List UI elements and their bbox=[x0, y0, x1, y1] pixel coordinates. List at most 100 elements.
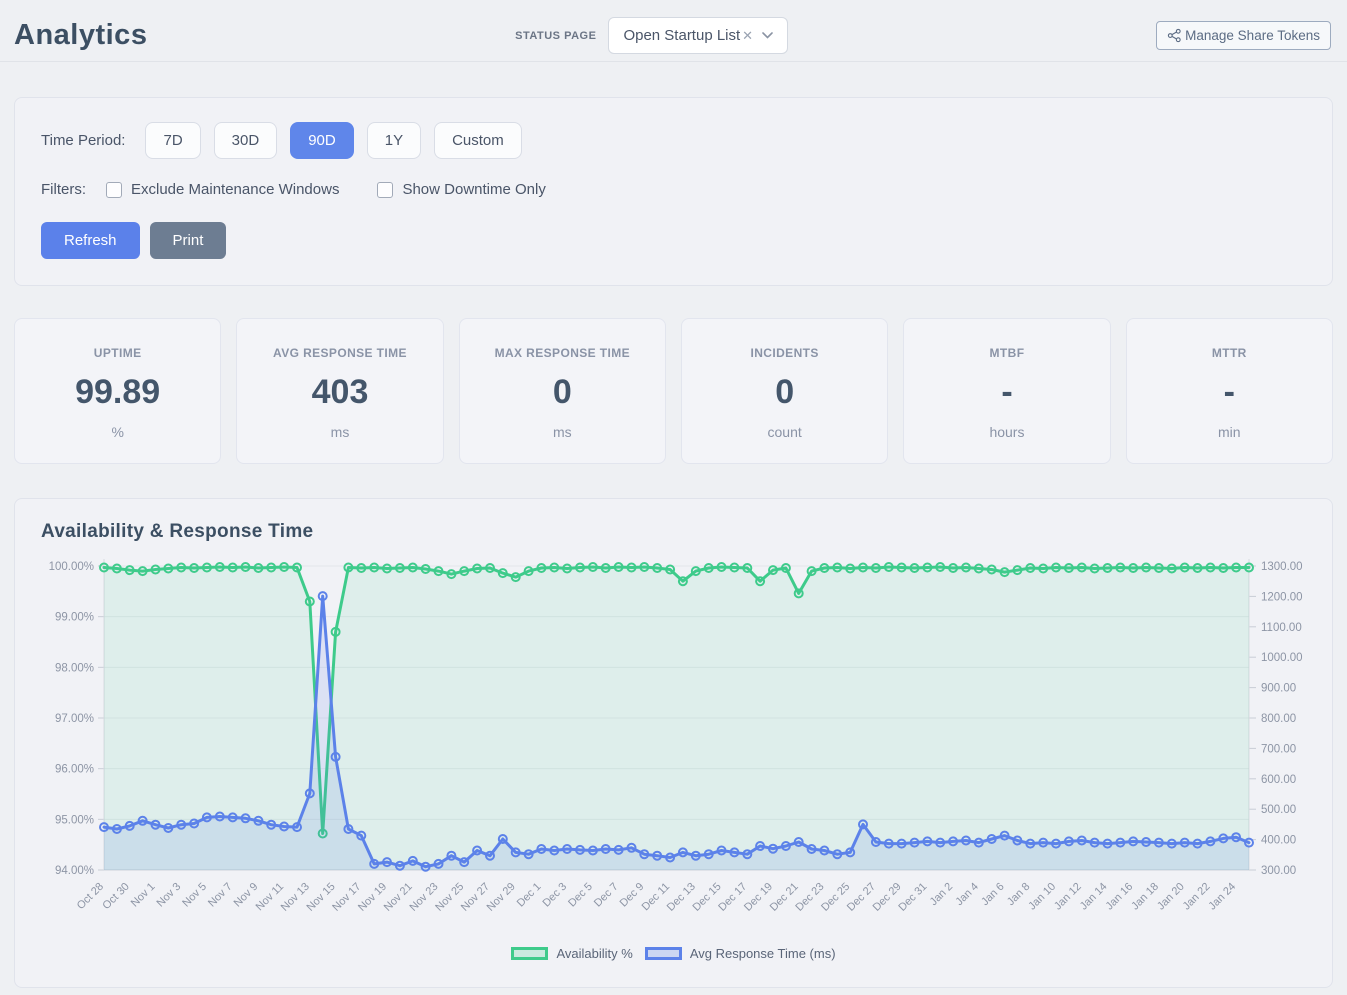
stat-value: - bbox=[1001, 373, 1013, 411]
svg-text:Jan 10: Jan 10 bbox=[1026, 881, 1058, 913]
svg-text:Jan 22: Jan 22 bbox=[1181, 881, 1213, 913]
stat-label: MTTR bbox=[1211, 346, 1247, 360]
availability-area bbox=[104, 567, 1249, 870]
svg-text:Jan 20: Jan 20 bbox=[1155, 881, 1187, 913]
stat-card-mttr: MTTR - min bbox=[1125, 318, 1333, 464]
response-time-line bbox=[102, 594, 1251, 869]
stat-label: INCIDENTS bbox=[750, 346, 819, 360]
period-button-1y[interactable]: 1Y bbox=[366, 122, 422, 159]
period-button-30d[interactable]: 30D bbox=[213, 122, 278, 159]
print-button[interactable]: Print bbox=[149, 222, 227, 259]
filter-panel: Time Period: 7D 30D 90D 1Y Custom Filter… bbox=[14, 97, 1333, 286]
stat-value: 0 bbox=[775, 373, 795, 411]
svg-text:300.00: 300.00 bbox=[1261, 865, 1296, 877]
svg-text:1200.00: 1200.00 bbox=[1261, 591, 1303, 603]
exclude-maintenance-checkbox[interactable]: Exclude Maintenance Windows bbox=[106, 181, 339, 198]
svg-text:Dec 5: Dec 5 bbox=[566, 881, 595, 910]
svg-text:100.00%: 100.00% bbox=[49, 561, 94, 573]
availability-line bbox=[102, 565, 1251, 835]
svg-text:97.00%: 97.00% bbox=[55, 713, 94, 725]
stat-value: 0 bbox=[552, 373, 572, 411]
show-downtime-checkbox[interactable]: Show Downtime Only bbox=[377, 181, 546, 198]
svg-text:Jan 12: Jan 12 bbox=[1052, 881, 1084, 913]
svg-text:95.00%: 95.00% bbox=[55, 814, 94, 826]
svg-text:Nov 7: Nov 7 bbox=[206, 881, 235, 910]
response-time-legend-swatch bbox=[644, 947, 682, 960]
stat-card-incidents: INCIDENTS 0 count bbox=[680, 318, 889, 464]
svg-text:Oct 30: Oct 30 bbox=[100, 881, 131, 912]
svg-text:Jan 6: Jan 6 bbox=[979, 881, 1007, 909]
svg-text:96.00%: 96.00% bbox=[55, 764, 94, 776]
stat-value: - bbox=[1223, 373, 1235, 411]
stat-label: AVG RESPONSE TIME bbox=[273, 346, 407, 360]
exclude-maintenance-label: Exclude Maintenance Windows bbox=[131, 181, 340, 198]
checkbox-icon[interactable] bbox=[106, 181, 122, 198]
svg-text:500.00: 500.00 bbox=[1261, 804, 1296, 816]
stat-card-avg-response: AVG RESPONSE TIME 403 ms bbox=[236, 318, 444, 464]
chart-title: Availability & Response Time bbox=[41, 521, 314, 542]
manage-share-tokens-button[interactable]: Manage Share Tokens bbox=[1156, 21, 1331, 50]
svg-text:99.00%: 99.00% bbox=[55, 612, 94, 624]
svg-text:98.00%: 98.00% bbox=[55, 662, 94, 674]
share-icon bbox=[1167, 28, 1182, 43]
stat-value: 403 bbox=[311, 373, 369, 411]
show-downtime-label: Show Downtime Only bbox=[402, 181, 546, 198]
filters-label: Filters: bbox=[41, 181, 86, 198]
checkbox-icon[interactable] bbox=[377, 181, 394, 198]
legend-item-availability: Availability % bbox=[511, 946, 633, 961]
svg-text:900.00: 900.00 bbox=[1261, 683, 1296, 695]
svg-text:94.00%: 94.00% bbox=[55, 865, 94, 877]
manage-share-tokens-label: Manage Share Tokens bbox=[1185, 28, 1320, 43]
svg-text:1000.00: 1000.00 bbox=[1261, 652, 1303, 664]
svg-text:Nov 3: Nov 3 bbox=[154, 881, 183, 910]
period-button-custom[interactable]: Custom bbox=[434, 122, 522, 159]
svg-text:600.00: 600.00 bbox=[1261, 774, 1296, 786]
svg-text:Jan 16: Jan 16 bbox=[1103, 881, 1135, 913]
svg-text:Jan 18: Jan 18 bbox=[1129, 881, 1161, 913]
stat-unit: min bbox=[1218, 424, 1241, 440]
stat-label: MTBF bbox=[989, 346, 1025, 360]
svg-text:Dec 7: Dec 7 bbox=[592, 881, 621, 910]
availability-legend-swatch bbox=[511, 947, 549, 960]
svg-text:Jan 14: Jan 14 bbox=[1078, 881, 1110, 913]
period-button-90d[interactable]: 90D bbox=[290, 122, 354, 159]
stat-label: MAX RESPONSE TIME bbox=[494, 346, 631, 360]
svg-text:Jan 4: Jan 4 bbox=[953, 881, 981, 909]
clear-selection-icon[interactable]: ✕ bbox=[742, 27, 754, 43]
svg-text:Nov 5: Nov 5 bbox=[180, 881, 209, 910]
stat-unit: count bbox=[767, 424, 802, 440]
svg-text:Jan 24: Jan 24 bbox=[1206, 881, 1238, 913]
stat-unit: ms bbox=[330, 424, 350, 440]
legend-label: Availability % bbox=[556, 946, 633, 961]
chevron-down-icon bbox=[762, 32, 773, 39]
stat-card-mtbf: MTBF - hours bbox=[903, 318, 1111, 464]
chart-area: 100.00% 99.00% 98.00% 97.00% 96.00% 95.00% 94.… bbox=[41, 551, 1306, 944]
time-period-label: Time Period: bbox=[41, 132, 126, 149]
stat-unit: ms bbox=[552, 424, 572, 440]
svg-text:Jan 2: Jan 2 bbox=[928, 881, 956, 909]
svg-text:Nov 1: Nov 1 bbox=[129, 881, 158, 910]
stat-unit: hours bbox=[989, 424, 1025, 440]
svg-text:700.00: 700.00 bbox=[1261, 743, 1296, 755]
svg-text:Oct 28: Oct 28 bbox=[75, 881, 106, 912]
refresh-button[interactable]: Refresh bbox=[41, 222, 140, 259]
legend-item-response-time: Avg Response Time (ms) bbox=[644, 946, 836, 961]
status-page-select[interactable]: Open Startup List ✕ bbox=[608, 17, 789, 54]
stats-row: UPTIME 99.89 % AVG RESPONSE TIME 403 ms … bbox=[14, 318, 1333, 464]
period-button-7d[interactable]: 7D bbox=[145, 122, 201, 159]
status-page-selected-value: Open Startup List bbox=[623, 27, 741, 44]
svg-text:800.00: 800.00 bbox=[1261, 713, 1296, 725]
svg-text:400.00: 400.00 bbox=[1261, 835, 1296, 847]
svg-text:1300.00: 1300.00 bbox=[1261, 561, 1303, 573]
stat-card-uptime: UPTIME 99.89 % bbox=[14, 318, 222, 464]
svg-text:Dec 1: Dec 1 bbox=[515, 881, 544, 910]
chart-legend: Availability % Avg Response Time (ms) bbox=[41, 946, 1306, 961]
status-page-label: STATUS PAGE bbox=[515, 29, 597, 42]
svg-text:Dec 3: Dec 3 bbox=[540, 881, 569, 910]
availability-response-chart: 100.00% 99.00% 98.00% 97.00% 96.00% 95.00% 94.… bbox=[49, 559, 1303, 914]
svg-text:1100.00: 1100.00 bbox=[1261, 622, 1302, 634]
stat-unit: % bbox=[111, 424, 124, 440]
legend-label: Avg Response Time (ms) bbox=[689, 946, 836, 961]
page-title: Analytics bbox=[14, 19, 148, 51]
svg-text:Dec 31: Dec 31 bbox=[896, 881, 929, 914]
